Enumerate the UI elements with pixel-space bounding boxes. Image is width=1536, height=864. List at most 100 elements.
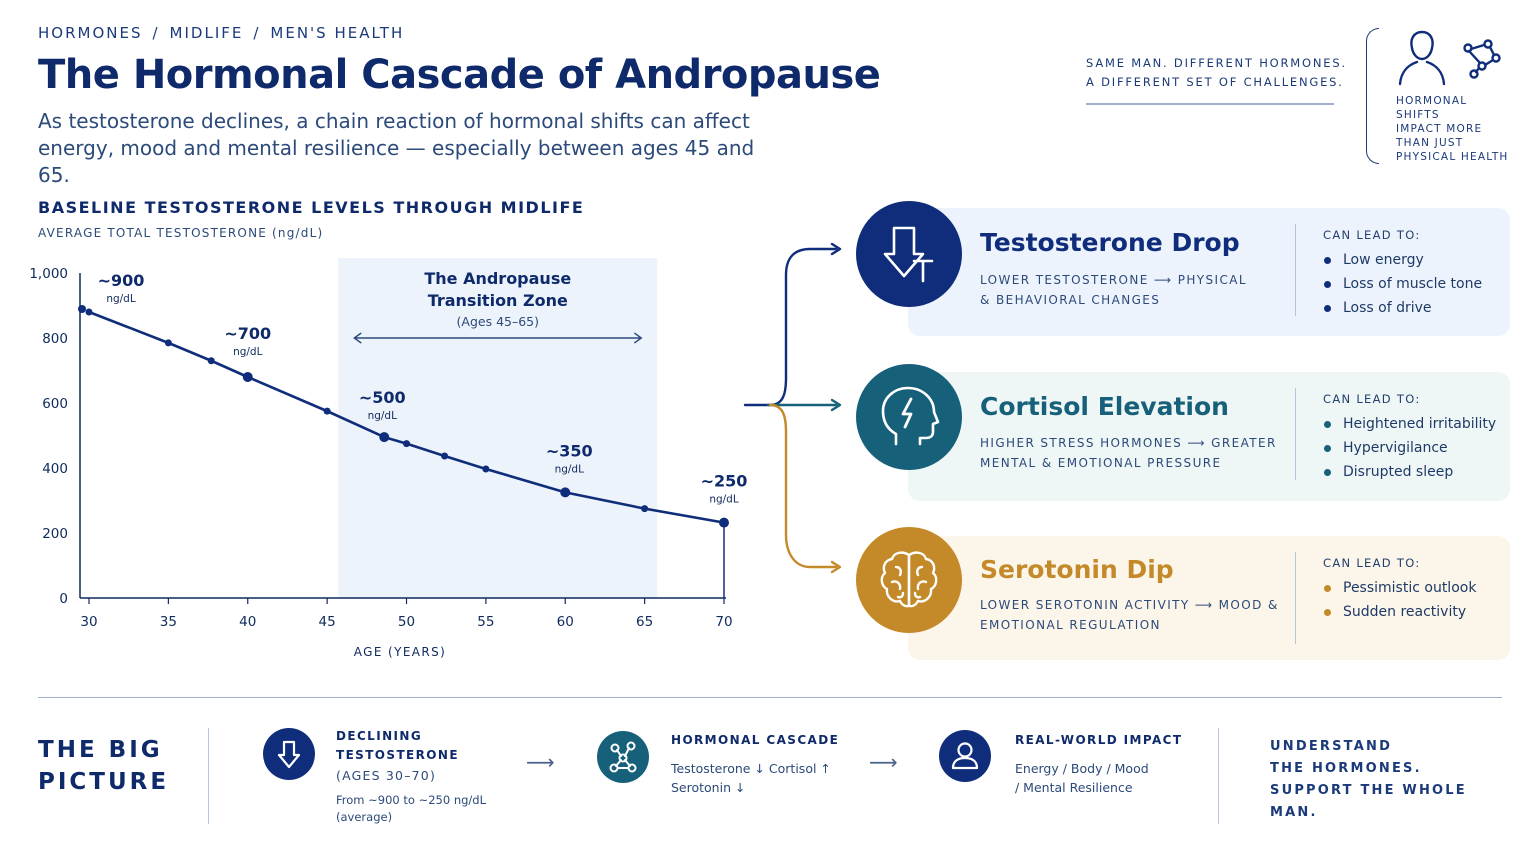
zone-title: Transition Zone <box>428 291 568 310</box>
side-note-line: IMPACT MORE <box>1396 123 1483 135</box>
serotonin-icon-badge <box>856 527 962 633</box>
card-description: LOWER TESTOSTERONE ⟶ PHYSICAL & BEHAVIOR… <box>980 270 1280 310</box>
x-tick-label: 35 <box>160 614 177 630</box>
side-note-line: SHIFTS <box>1396 109 1440 121</box>
summary-step-range: (AGES 30–70) <box>336 768 437 783</box>
card-serotonin-dip: Serotonin Dip LOWER SEROTONIN ACTIVITY ⟶… <box>908 536 1510 660</box>
data-point <box>482 465 490 473</box>
data-point <box>403 440 410 448</box>
page-subtitle: As testosterone declines, a chain reacti… <box>38 108 778 189</box>
data-point <box>323 407 331 415</box>
y-tick-label: 800 <box>42 331 68 347</box>
zone-title: The Andropause <box>424 269 571 288</box>
summary-step-title: HORMONAL CASCADE <box>671 733 840 747</box>
y-tick-label: 1,000 <box>29 266 68 282</box>
tagline-line: A DIFFERENT SET OF CHALLENGES. <box>1086 75 1344 89</box>
summary-step-text-line: (average) <box>336 810 393 824</box>
subtitle-line: energy, mood and mental resilience — esp… <box>38 136 755 187</box>
card-divider <box>1295 224 1296 316</box>
x-tick-label: 60 <box>557 614 574 630</box>
big-picture-heading: THE BIG PICTURE <box>38 734 188 798</box>
list-item: Hypervigilance <box>1323 436 1496 460</box>
summary-step-icon-badge <box>263 728 315 780</box>
bullet-dot <box>1324 609 1331 616</box>
data-point <box>719 517 729 528</box>
chart-title: BASELINE TESTOSTERONE LEVELS THROUGH MID… <box>38 198 585 217</box>
bullet-dot <box>1324 421 1331 428</box>
x-tick-label: 50 <box>398 614 415 630</box>
list-item: Loss of drive <box>1323 296 1482 320</box>
summary-flow-arrow: ⟶ <box>869 750 898 774</box>
x-tick-label: 55 <box>477 614 494 630</box>
data-point <box>164 339 172 347</box>
x-tick-label: 45 <box>319 614 336 630</box>
data-label-unit: ng/dL <box>555 463 585 475</box>
data-label-unit: ng/dL <box>233 346 263 358</box>
data-point <box>242 372 253 382</box>
summary-step-text: Testosterone ↓ Cortisol ↑ Serotonin ↓ <box>671 759 831 797</box>
list-item-label: Loss of drive <box>1343 300 1432 316</box>
data-point <box>641 505 649 513</box>
brain-icon <box>880 551 938 608</box>
card-description-line: LOWER TESTOSTERONE ⟶ PHYSICAL <box>980 273 1247 287</box>
cortisol-icon-badge <box>856 364 962 470</box>
bullet-dot <box>1324 585 1331 592</box>
summary-step-title-line: DECLINING <box>336 729 423 743</box>
tagline-divider <box>1086 103 1334 105</box>
man-molecule-icon <box>1398 30 1501 86</box>
breadcrumb-item-mens-health[interactable]: MEN'S HEALTH <box>270 24 405 42</box>
card-title: Testosterone Drop <box>980 228 1240 257</box>
x-tick-label: 65 <box>636 614 653 630</box>
bullet-dot <box>1324 469 1331 476</box>
bullet-dot <box>1324 257 1331 264</box>
breadcrumb-item-hormones[interactable]: HORMONES <box>38 24 143 42</box>
section-divider <box>38 697 1502 698</box>
data-point <box>441 452 449 460</box>
card-description: HIGHER STRESS HORMONES ⟶ GREATER MENTAL … <box>980 433 1280 473</box>
list-item-label: Pessimistic outlook <box>1343 580 1477 596</box>
summary-step-icon-badge <box>939 730 991 782</box>
side-note-line: PHYSICAL HEALTH <box>1396 151 1509 163</box>
bullet-dot <box>1324 445 1331 452</box>
bullet-dot <box>1324 281 1331 288</box>
tagline-line: SAME MAN. DIFFERENT HORMONES. <box>1086 56 1347 70</box>
list-item-label: Loss of muscle tone <box>1343 276 1483 292</box>
side-note-line: THAN JUST <box>1396 137 1464 149</box>
testosterone-line-chart: The Andropause Transition Zone (Ages 45–65… <box>29 258 747 659</box>
big-picture-line: THE BIG <box>38 737 163 763</box>
list-item-label: Disrupted sleep <box>1343 464 1454 480</box>
person-icon <box>951 742 979 770</box>
arrow-down-icon <box>883 226 934 283</box>
breadcrumb-item-midlife[interactable]: MIDLIFE <box>169 24 244 42</box>
side-note-line: HORMONAL <box>1396 95 1468 107</box>
summary-step-text: Energy / Body / Mood / Mental Resilience <box>1015 759 1149 797</box>
summary-step-text-line: / Mental Resilience <box>1015 780 1133 795</box>
zone-range-arrow <box>353 332 643 344</box>
zone-range-label: (Ages 45–65) <box>457 314 539 329</box>
closing-line: UNDERSTAND <box>1270 739 1393 754</box>
data-point <box>85 308 93 316</box>
summary-step-text: From ~900 to ~250 ng/dL (average) <box>336 792 486 826</box>
summary-step-text-line: Testosterone ↓ Cortisol ↑ <box>671 761 831 776</box>
y-tick-label: 200 <box>42 526 68 542</box>
data-label: ~500 <box>359 388 406 407</box>
testosterone-icon-badge <box>856 201 962 307</box>
card-cortisol-elevation: Cortisol Elevation HIGHER STRESS HORMONE… <box>908 372 1510 501</box>
data-label: ~350 <box>546 441 593 460</box>
card-title: Cortisol Elevation <box>980 392 1229 421</box>
side-note: HORMONAL SHIFTS IMPACT MORE THAN JUST PH… <box>1396 94 1516 164</box>
tagline: SAME MAN. DIFFERENT HORMONES. A DIFFEREN… <box>1086 54 1347 92</box>
list-item: Disrupted sleep <box>1323 460 1496 484</box>
closing-line: SUPPORT THE WHOLE MAN. <box>1270 783 1467 820</box>
x-tick-label: 70 <box>715 614 732 630</box>
summary-divider <box>208 728 209 824</box>
list-item-label: Sudden reactivity <box>1343 604 1467 620</box>
data-label: ~900 <box>98 271 145 290</box>
list-item: Sudden reactivity <box>1323 600 1476 624</box>
summary-step-icon-badge <box>597 731 649 783</box>
card-lead-label: CAN LEAD TO: <box>1323 228 1421 242</box>
summary-step-title: DECLINING TESTOSTERONE <box>336 727 459 765</box>
card-description: LOWER SEROTONIN ACTIVITY ⟶ MOOD & EMOTIO… <box>980 595 1280 635</box>
data-label: ~700 <box>224 324 271 343</box>
closing-statement: UNDERSTAND THE HORMONES. SUPPORT THE WHO… <box>1270 736 1520 824</box>
